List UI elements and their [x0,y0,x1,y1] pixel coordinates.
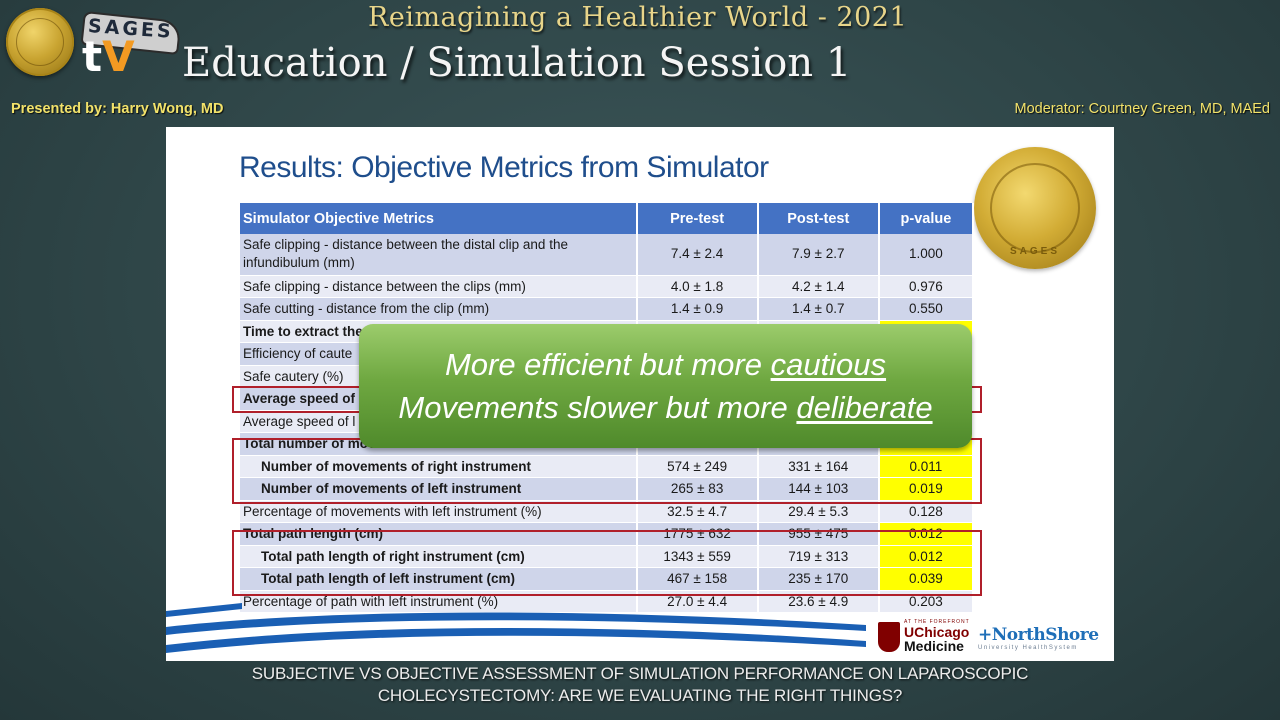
post-cell: 29.4 ± 5.3 [757,500,880,523]
uchicago-tagline: AT THE FOREFRONT [904,619,970,625]
p-cell: 0.011 [878,455,975,478]
p-cell: 0.128 [878,500,975,523]
table-row: Safe clipping - distance between the cli… [240,275,975,298]
callout-line-1: More efficient but more cautious [359,343,972,386]
post-cell: 4.2 ± 1.4 [757,275,880,298]
pre-cell: 32.5 ± 4.7 [636,500,759,523]
post-cell: 7.9 ± 2.7 [757,234,880,276]
uchicago-medicine-logo: AT THE FOREFRONT UChicago Medicine [878,620,970,653]
northshore-name: +NorthShore [978,625,1099,645]
metric-cell: Number of movements of right instrument [240,455,638,478]
p-cell: 0.019 [878,477,975,501]
pre-cell: 4.0 ± 1.8 [636,275,759,298]
summary-callout: More efficient but more cautious Movemen… [359,324,972,448]
table-row: Safe cutting - distance from the clip (m… [240,297,975,321]
presentation-slide: Results: Objective Metrics from Simulato… [166,127,1114,661]
post-cell: 1.4 ± 0.7 [757,297,880,321]
uchicago-medicine: Medicine [904,638,964,654]
table-row: Safe clipping - distance between the dis… [240,234,975,276]
table-row: Number of movements of left instrument 2… [240,477,975,501]
callout-text: Movements slower but more [398,390,797,425]
header-p-value: p-value [878,203,975,234]
table-row: Percentage of movements with left instru… [240,500,975,523]
uchicago-shield-icon [878,621,900,652]
table-header-row: Simulator Objective Metrics Pre-test Pos… [240,203,975,234]
pre-cell: 1.4 ± 0.9 [636,297,759,321]
header-post-test: Post-test [757,203,880,234]
metric-cell: Number of movements of left instrument [240,477,638,501]
callout-line-2: Movements slower but more deliberate [359,386,972,429]
metric-cell: Total path length of right instrument (c… [240,545,638,568]
caption-line-2: CHOLECYSTECTOMY: ARE WE EVALUATING THE R… [377,686,903,705]
highlight-box-path-length [232,530,982,596]
p-cell: 0.012 [878,545,975,568]
northshore-subtitle: University HealthSystem [978,645,1078,651]
sages-seal-icon: SAGES [974,147,1096,269]
northshore-logo: +NorthShore University HealthSystem [978,625,1099,652]
callout-emphasis: deliberate [796,390,933,425]
callout-text: More efficient but more [444,347,771,382]
metric-cell: Safe clipping - distance between the cli… [240,275,638,298]
moderator-label: Moderator: Courtney Green, MD, MAEd [1014,101,1270,117]
metric-cell: Percentage of movements with left instru… [240,500,638,523]
presenter-label: Presented by: Harry Wong, MD [11,101,224,117]
p-cell: 0.976 [878,275,975,298]
decorative-waves [166,603,866,653]
post-cell: 235 ± 170 [757,567,880,591]
header-pre-test: Pre-test [636,203,759,234]
header-metric: Simulator Objective Metrics [240,203,638,234]
pre-cell: 1343 ± 559 [636,545,759,568]
session-title: Education / Simulation Session 1 [182,40,852,86]
sages-medal-icon [6,8,74,76]
post-cell: 719 ± 313 [757,545,880,568]
pre-cell: 265 ± 83 [636,477,759,501]
sages-tv-logo: SAGES tV [70,10,182,82]
pre-cell: 574 ± 249 [636,455,759,478]
callout-emphasis: cautious [770,347,887,382]
talk-title-caption: SUBJECTIVE VS OBJECTIVE ASSESSMENT OF SI… [0,663,1280,707]
post-cell: 144 ± 103 [757,477,880,501]
pre-cell: 7.4 ± 2.4 [636,234,759,276]
table-row: Number of movements of right instrument … [240,455,975,478]
seal-label: SAGES [1009,246,1060,257]
table-row: Total path length of right instrument (c… [240,545,975,568]
logo-tv-v: V [102,32,135,81]
p-cell: 0.550 [878,297,975,321]
p-cell: 0.039 [878,567,975,591]
logo-tv-text: tV [82,36,135,78]
logo-tv-t: t [82,32,103,81]
metric-cell: Safe clipping - distance between the dis… [240,234,638,276]
slide-title: Results: Objective Metrics from Simulato… [239,151,769,184]
caption-line-1: SUBJECTIVE VS OBJECTIVE ASSESSMENT OF SI… [251,664,1029,683]
table-row: Total path length of left instrument (cm… [240,567,975,591]
p-cell: 1.000 [878,234,975,276]
uchicago-name: UChicago [904,624,970,640]
pre-cell: 467 ± 158 [636,567,759,591]
conference-title: Reimagining a Healthier World - 2021 [368,2,908,33]
metric-cell: Safe cutting - distance from the clip (m… [240,297,638,321]
metric-cell: Total path length of left instrument (cm… [240,567,638,591]
post-cell: 331 ± 164 [757,455,880,478]
